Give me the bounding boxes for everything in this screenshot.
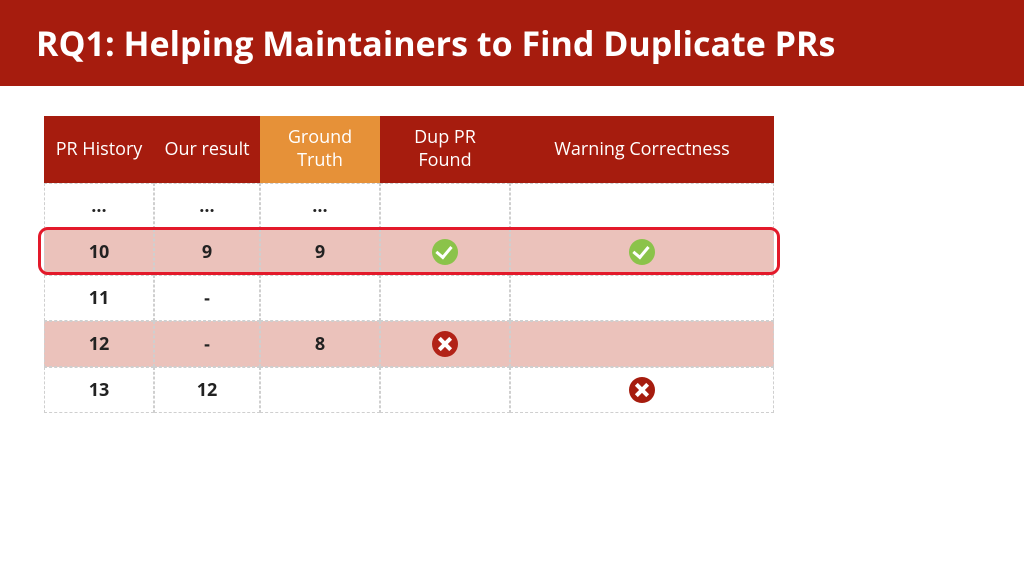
slide-title-bar: RQ1: Helping Maintainers to Find Duplica… bbox=[0, 0, 1024, 86]
table-cell: - bbox=[154, 321, 260, 367]
table-row: 12-8 bbox=[44, 321, 774, 367]
table-cell: 12 bbox=[154, 367, 260, 413]
table-cell: 8 bbox=[260, 321, 380, 367]
table-cell bbox=[380, 321, 510, 367]
cross-icon bbox=[432, 331, 458, 357]
table-cell: … bbox=[154, 183, 260, 229]
table-cell: 9 bbox=[154, 229, 260, 275]
table-cell: 9 bbox=[260, 229, 380, 275]
table-cell bbox=[510, 321, 774, 367]
cross-icon bbox=[629, 377, 655, 403]
table-cell bbox=[380, 183, 510, 229]
table-cell: - bbox=[154, 275, 260, 321]
table-cell: 11 bbox=[44, 275, 154, 321]
table-row: 1312 bbox=[44, 367, 774, 413]
table-cell bbox=[510, 367, 774, 413]
slide-title: RQ1: Helping Maintainers to Find Duplica… bbox=[36, 20, 835, 66]
col-warning-corr: Warning Correctness bbox=[510, 116, 774, 183]
table-header-row: PR History Our result Ground Truth Dup P… bbox=[44, 116, 774, 183]
table-cell: … bbox=[260, 183, 380, 229]
table-cell bbox=[380, 229, 510, 275]
table-cell: 12 bbox=[44, 321, 154, 367]
table-cell bbox=[510, 229, 774, 275]
table-row: ……… bbox=[44, 183, 774, 229]
check-icon bbox=[432, 239, 458, 265]
table-cell: … bbox=[44, 183, 154, 229]
table-cell: 10 bbox=[44, 229, 154, 275]
table-cell bbox=[260, 275, 380, 321]
col-our-result: Our result bbox=[154, 116, 260, 183]
table-cell bbox=[380, 367, 510, 413]
table-cell bbox=[380, 275, 510, 321]
table-cell bbox=[510, 275, 774, 321]
table-row: 1099 bbox=[44, 229, 774, 275]
table-row: 11- bbox=[44, 275, 774, 321]
col-dup-found: Dup PR Found bbox=[380, 116, 510, 183]
results-table: PR History Our result Ground Truth Dup P… bbox=[44, 116, 774, 413]
table-cell: 13 bbox=[44, 367, 154, 413]
col-pr-history: PR History bbox=[44, 116, 154, 183]
table-cell bbox=[260, 367, 380, 413]
results-table-container: PR History Our result Ground Truth Dup P… bbox=[44, 116, 774, 413]
table-body: ………109911-12-81312 bbox=[44, 183, 774, 413]
check-icon bbox=[629, 239, 655, 265]
table-cell bbox=[510, 183, 774, 229]
col-ground-truth: Ground Truth bbox=[260, 116, 380, 183]
